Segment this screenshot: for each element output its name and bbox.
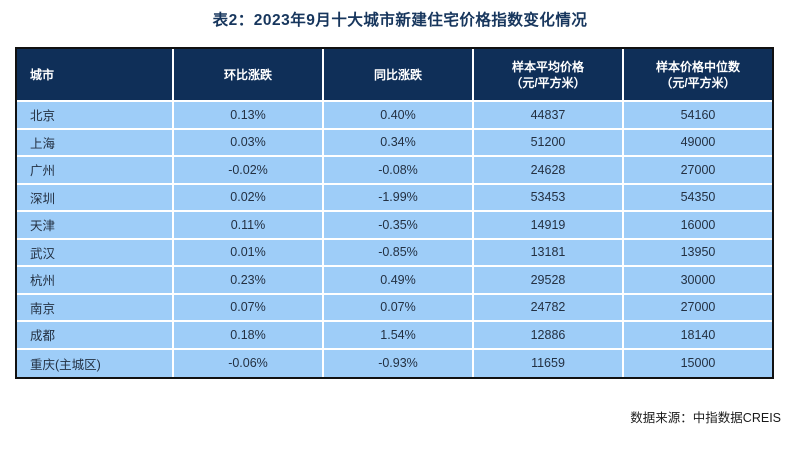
cell-median_price: 54160 — [624, 102, 772, 130]
cell-median_price: 54350 — [624, 184, 772, 212]
cell-mom: 0.07% — [174, 294, 324, 322]
cell-avg_price: 53453 — [474, 184, 624, 212]
cell-city: 天津 — [17, 212, 174, 240]
cell-yoy: -1.99% — [324, 184, 474, 212]
cell-avg_price: 44837 — [474, 102, 624, 130]
cell-city: 北京 — [17, 102, 174, 130]
cell-yoy: 1.54% — [324, 322, 474, 350]
cell-median_price: 27000 — [624, 157, 772, 185]
column-header-line1: 样本价格中位数 — [655, 59, 740, 74]
column-header-2: 同比涨跌 — [324, 49, 474, 102]
table-row: 杭州 0.23% 0.49% 29528 30000 — [17, 267, 772, 295]
cell-city: 上海 — [17, 129, 174, 157]
cell-city: 成都 — [17, 322, 174, 350]
cell-city: 杭州 — [17, 267, 174, 295]
cell-mom: 0.02% — [174, 184, 324, 212]
column-header-line2: （元/平方米） — [660, 75, 736, 90]
cell-avg_price: 12886 — [474, 322, 624, 350]
cell-avg_price: 14919 — [474, 212, 624, 240]
cell-avg_price: 24628 — [474, 157, 624, 185]
cell-city: 重庆(主城区) — [17, 349, 174, 377]
cell-city: 深圳 — [17, 184, 174, 212]
table-header-row: 城市 环比涨跌 同比涨跌 样本平均价格 （元/平方米） 样本价格中位数 （元/平方米） — [17, 49, 772, 102]
column-header-line2: （元/平方米） — [510, 75, 586, 90]
column-header-line1: 样本平均价格 — [511, 59, 584, 74]
cell-median_price: 18140 — [624, 322, 772, 350]
cell-city: 南京 — [17, 294, 174, 322]
cell-median_price: 16000 — [624, 212, 772, 240]
cell-yoy: -0.35% — [324, 212, 474, 240]
table-title: 表2：2023年9月十大城市新建住宅价格指数变化情况 — [212, 12, 588, 29]
table-row: 北京 0.13% 0.40% 44837 54160 — [17, 102, 772, 130]
cell-avg_price: 24782 — [474, 294, 624, 322]
data-source-note: 数据来源：中指数据CREIS — [630, 411, 781, 425]
cell-median_price: 13950 — [624, 239, 772, 267]
cell-city: 广州 — [17, 157, 174, 185]
cell-avg_price: 29528 — [474, 267, 624, 295]
cell-yoy: 0.49% — [324, 267, 474, 295]
column-header-3: 样本平均价格 （元/平方米） — [474, 49, 624, 102]
column-header-line1: 城市 — [30, 67, 55, 82]
cell-mom: 0.23% — [174, 267, 324, 295]
price-table: 城市 环比涨跌 同比涨跌 样本平均价格 （元/平方米） 样本价格中位数 （元/平方米） 北京… — [17, 49, 772, 377]
cell-mom: 0.13% — [174, 102, 324, 130]
cell-mom: 0.03% — [174, 129, 324, 157]
table-row: 深圳 0.02% -1.99% 53453 54350 — [17, 184, 772, 212]
table-row: 天津 0.11% -0.35% 14919 16000 — [17, 212, 772, 240]
table-row: 成都 0.18% 1.54% 12886 18140 — [17, 322, 772, 350]
cell-yoy: -0.93% — [324, 349, 474, 377]
cell-mom: -0.02% — [174, 157, 324, 185]
cell-mom: -0.06% — [174, 349, 324, 377]
cell-mom: 0.01% — [174, 239, 324, 267]
cell-city: 武汉 — [17, 239, 174, 267]
cell-median_price: 30000 — [624, 267, 772, 295]
column-header-line1: 环比涨跌 — [223, 67, 272, 82]
table-row: 武汉 0.01% -0.85% 13181 13950 — [17, 239, 772, 267]
table-row: 重庆(主城区) -0.06% -0.93% 11659 15000 — [17, 349, 772, 377]
cell-yoy: 0.40% — [324, 102, 474, 130]
cell-median_price: 49000 — [624, 129, 772, 157]
column-header-1: 环比涨跌 — [174, 49, 324, 102]
table-row: 广州 -0.02% -0.08% 24628 27000 — [17, 157, 772, 185]
column-header-line1: 同比涨跌 — [373, 67, 422, 82]
cell-avg_price: 11659 — [474, 349, 624, 377]
table-row: 南京 0.07% 0.07% 24782 27000 — [17, 294, 772, 322]
cell-median_price: 27000 — [624, 294, 772, 322]
cell-avg_price: 51200 — [474, 129, 624, 157]
cell-mom: 0.11% — [174, 212, 324, 240]
table-row: 上海 0.03% 0.34% 51200 49000 — [17, 129, 772, 157]
cell-mom: 0.18% — [174, 322, 324, 350]
cell-avg_price: 13181 — [474, 239, 624, 267]
cell-median_price: 15000 — [624, 349, 772, 377]
cell-yoy: -0.08% — [324, 157, 474, 185]
column-header-0: 城市 — [17, 49, 174, 102]
cell-yoy: 0.34% — [324, 129, 474, 157]
column-header-4: 样本价格中位数 （元/平方米） — [624, 49, 772, 102]
cell-yoy: -0.85% — [324, 239, 474, 267]
price-table-wrap: 城市 环比涨跌 同比涨跌 样本平均价格 （元/平方米） 样本价格中位数 （元/平方米） 北京… — [15, 47, 774, 379]
cell-yoy: 0.07% — [324, 294, 474, 322]
